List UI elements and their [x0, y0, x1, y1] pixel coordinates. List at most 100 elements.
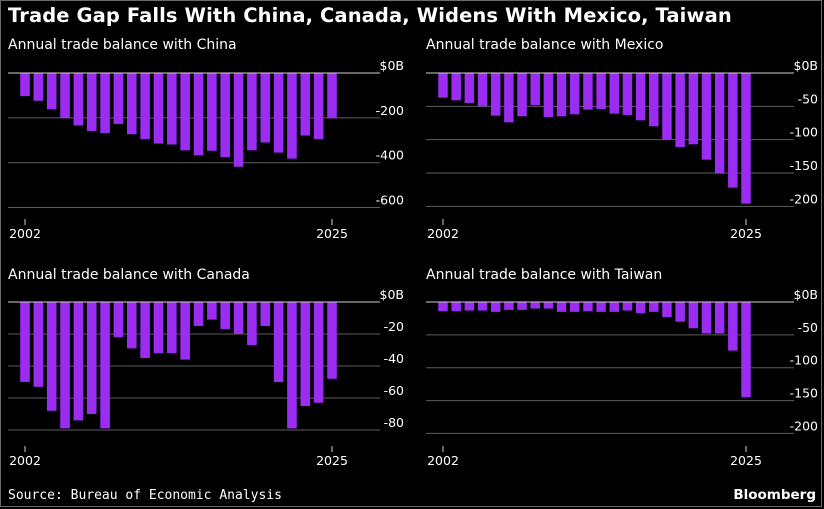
- bar-canada-2014: [180, 302, 190, 360]
- bar-china-2022: [287, 73, 297, 159]
- bar-china-2002: [20, 73, 30, 97]
- bar-china-2023: [300, 73, 311, 136]
- y-tick-label-mexico-2: -100: [790, 125, 818, 140]
- panel-title-taiwan: Annual trade balance with Taiwan: [426, 267, 663, 283]
- bar-taiwan-2018: [649, 302, 659, 312]
- x-tick-label-taiwan-1: 2025: [730, 453, 762, 468]
- bar-mexico-2018: [649, 73, 659, 127]
- y-tick-label-mexico-4: -200: [790, 191, 818, 206]
- y-tick-label-canada-4: -80: [384, 415, 404, 430]
- bar-china-2007: [86, 73, 97, 132]
- chart-headline: Trade Gap Falls With China, Canada, Wide…: [8, 4, 732, 27]
- bar-mexico-2015: [609, 73, 620, 114]
- bar-taiwan-2022: [701, 302, 712, 334]
- y-tick-label-taiwan-4: -200: [790, 418, 818, 433]
- bar-canada-2024: [313, 302, 324, 403]
- bar-mexico-2022: [701, 73, 712, 160]
- y-tick-label-canada-2: -40: [384, 351, 404, 366]
- panel-title-china: Annual trade balance with China: [8, 37, 237, 53]
- bar-mexico-2021: [688, 73, 699, 145]
- y-tick-label-china-0: $0B: [380, 58, 404, 73]
- y-tick-label-taiwan-3: -150: [790, 386, 818, 401]
- bar-canada-2013: [167, 302, 177, 354]
- bar-china-2020: [260, 73, 271, 143]
- bar-mexico-2016: [622, 73, 633, 115]
- bar-taiwan-2020: [675, 302, 685, 322]
- x-tick-label-taiwan-0: 2002: [427, 453, 459, 468]
- bar-taiwan-2009: [530, 302, 540, 309]
- y-tick-label-china-1: -200: [376, 103, 404, 118]
- bar-taiwan-2008: [517, 302, 527, 310]
- bar-china-2012: [153, 73, 164, 144]
- bar-mexico-2024: [728, 73, 738, 188]
- y-tick-label-canada-1: -20: [384, 319, 404, 334]
- bar-taiwan-2016: [622, 302, 633, 311]
- bar-china-2017: [220, 73, 231, 158]
- x-tick-label-canada-1: 2025: [316, 453, 348, 468]
- bar-taiwan-2024: [728, 302, 738, 351]
- y-tick-label-china-2: -400: [376, 148, 404, 163]
- x-tick-label-canada-0: 2002: [9, 453, 41, 468]
- bar-canada-2010: [126, 302, 137, 349]
- bar-mexico-2002: [438, 73, 448, 98]
- bar-china-2014: [180, 73, 190, 151]
- bar-china-2003: [33, 73, 44, 101]
- bar-taiwan-2023: [714, 302, 725, 334]
- bar-china-2016: [207, 73, 217, 151]
- bar-mexico-2019: [662, 73, 672, 140]
- bar-canada-2007: [86, 302, 97, 414]
- y-tick-label-mexico-3: -150: [790, 158, 818, 173]
- bar-china-2004: [46, 73, 57, 110]
- bar-taiwan-2013: [583, 302, 593, 312]
- bar-taiwan-2003: [451, 302, 461, 312]
- bar-canada-2020: [260, 302, 271, 326]
- bar-taiwan-2019: [662, 302, 672, 318]
- bar-mexico-2007: [504, 73, 514, 123]
- y-tick-label-taiwan-0: $0B: [794, 287, 818, 302]
- bar-taiwan-2005: [477, 302, 488, 311]
- bar-canada-2003: [33, 302, 44, 387]
- bar-taiwan-2021: [688, 302, 699, 329]
- bar-china-2005: [60, 73, 70, 119]
- y-tick-label-mexico-1: -50: [798, 91, 818, 106]
- bar-mexico-2010: [543, 73, 554, 117]
- bar-mexico-2020: [675, 73, 685, 147]
- bar-canada-2018: [233, 302, 244, 334]
- bar-taiwan-2011: [556, 302, 567, 312]
- bar-canada-2009: [113, 302, 124, 338]
- bar-canada-2008: [100, 302, 110, 429]
- bar-canada-2006: [73, 302, 84, 421]
- bar-china-2011: [140, 73, 150, 140]
- bar-taiwan-2004: [464, 302, 475, 311]
- bar-china-2009: [113, 73, 124, 124]
- bar-canada-2022: [287, 302, 297, 429]
- bar-mexico-2004: [464, 73, 475, 103]
- y-tick-label-canada-0: $0B: [380, 287, 404, 302]
- bar-china-2010: [126, 73, 137, 135]
- bar-canada-2016: [207, 302, 217, 320]
- canada-trade-balance-chart: $0B -20 -40 -60 -80 2002 2025: [8, 287, 404, 468]
- bar-taiwan-2012: [569, 302, 580, 312]
- bar-canada-2019: [247, 302, 257, 346]
- bar-mexico-2005: [477, 73, 488, 107]
- taiwan-trade-balance-chart: $0B -50 -100 -150 -200 2002 2025: [426, 287, 818, 468]
- bar-canada-2015: [193, 302, 204, 326]
- source-note: Source: Bureau of Economic Analysis: [8, 488, 282, 503]
- bar-china-2006: [73, 73, 84, 126]
- bar-taiwan-2014: [596, 302, 606, 312]
- china-trade-balance-chart: $0B -200 -400 -600 2002 2025: [8, 58, 404, 241]
- panel-title-canada: Annual trade balance with Canada: [8, 267, 250, 283]
- y-tick-label-canada-3: -60: [384, 383, 404, 398]
- y-tick-label-taiwan-1: -50: [798, 320, 818, 335]
- bar-china-2018: [233, 73, 244, 167]
- bar-canada-2012: [153, 302, 164, 354]
- bar-china-2025: [327, 73, 337, 119]
- y-tick-label-china-3: -600: [376, 193, 404, 208]
- y-tick-label-mexico-0: $0B: [794, 58, 818, 73]
- bar-mexico-2006: [490, 73, 501, 116]
- x-tick-label-mexico-0: 2002: [427, 226, 459, 241]
- mexico-trade-balance-chart: $0B -50 -100 -150 -200 2002 2025: [426, 58, 818, 241]
- bar-china-2008: [100, 73, 110, 134]
- bar-china-2019: [247, 73, 257, 151]
- bar-mexico-2025: [741, 73, 751, 204]
